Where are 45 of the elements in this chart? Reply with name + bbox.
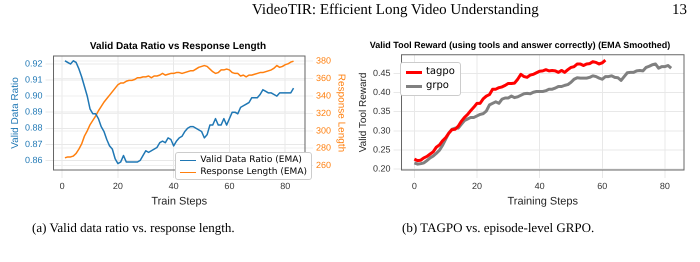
x-tick-label: 40 [168,180,179,191]
y-tick-label: 0.88 [24,122,43,133]
y-tick-label: 0.45 [372,68,391,78]
y-tick-label: 0.35 [372,106,391,116]
chart-title: Valid Data Ratio vs Response Length [90,40,266,52]
text: VideoTIR: Efficient Long Video Understanding [252,2,539,19]
x-tick-label: 20 [112,180,123,191]
x-tick-label: 40 [534,180,545,191]
y-tick-label: 0.25 [372,144,391,154]
chart-title: Valid Tool Reward (using tools and answer correctly) (EMA Smoothed) [370,40,670,50]
y-axis-title: Valid Data Ratio [10,76,21,149]
text: 13 [672,2,687,19]
y-tick-label: 0.91 [24,74,43,85]
y-tick-label: 0.86 [24,154,43,165]
x-tick-label: 80 [660,180,670,191]
text: (b) TAGPO vs. episode-level GRPO. [402,220,594,236]
y-tick-label: 0.92 [24,58,43,69]
y2-tick-label: 300 [316,125,332,136]
text: (a) Valid data ratio vs. response length. [32,220,235,236]
y-tick-label: 0.20 [372,164,391,174]
y-tick-label: 0.30 [372,125,391,136]
y2-tick-label: 340 [316,90,332,101]
x-axis-title: Train Steps [151,195,208,208]
y-tick-label: 0.89 [24,106,43,117]
y2-axis-title: Response Length [335,74,346,152]
y2-tick-label: 360 [316,73,332,84]
x-tick-label: 60 [224,180,234,191]
legend-label: Valid Data Ratio (EMA) [200,154,302,166]
x-tick-label: 20 [472,180,482,191]
x-axis-title: Training Steps [507,195,579,208]
x-tick-label: 60 [597,180,608,191]
legend-label: tagpo [426,65,455,79]
legend-label: Response Length (EMA) [200,166,307,178]
x-tick-label: 80 [280,180,290,191]
y2-tick-label: 320 [316,108,332,118]
y-tick-label: 0.90 [24,90,43,101]
y2-tick-label: 380 [316,56,332,66]
legend-label: grpo [426,79,449,93]
x-tick-label: 0 [60,180,65,191]
y-axis-title: Valid Tool Reward [358,72,369,152]
y-tick-label: 0.40 [372,87,391,98]
y2-tick-label: 260 [316,160,332,170]
y-tick-label: 0.87 [24,138,43,149]
y2-tick-label: 280 [316,142,332,153]
x-tick-label: 0 [412,180,417,191]
